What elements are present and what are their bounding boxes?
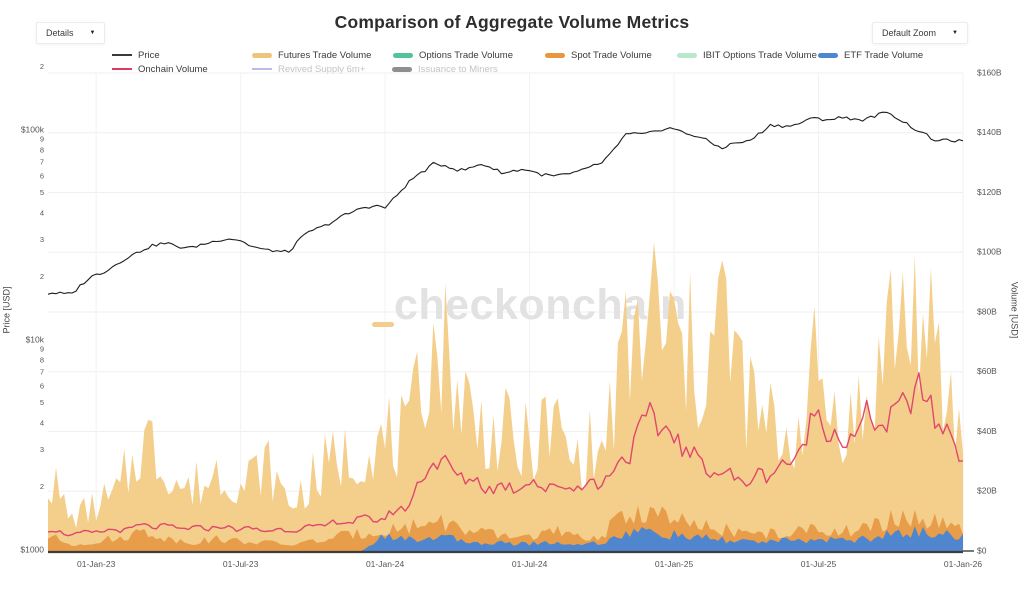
y-right-tick-label: $160B (977, 67, 1002, 77)
y-left-tick-label: $1000 (20, 544, 44, 554)
onchain-volume-line (48, 372, 963, 537)
default-zoom-dropdown[interactable]: Default Zoom ▼ (872, 22, 968, 44)
page-title: Comparison of Aggregate Volume Metrics (334, 12, 690, 32)
y-left-tick-label: 7 (40, 158, 44, 167)
legend-item-label: Futures Trade Volume (278, 49, 372, 61)
y-right-tick-label: $100B (977, 247, 1002, 257)
legend-item-issuance-to-miners[interactable]: Issuance to Miners (392, 63, 498, 75)
y-left-tick-label: 4 (40, 209, 44, 218)
legend-item-spot-trade-volume[interactable]: Spot Trade Volume (545, 49, 652, 61)
legend-item-label: Onchain Volume (138, 63, 208, 75)
y-right-tick-label: $0 (977, 545, 987, 555)
legend-swatch-icon (112, 54, 132, 56)
legend-item-label: Spot Trade Volume (571, 49, 652, 61)
y-left-tick-label: 7 (40, 368, 44, 377)
details-label: Details (46, 28, 74, 38)
y-left-tick-label: 2 (40, 482, 44, 491)
legend-item-label: Price (138, 49, 160, 61)
y-right-tick-label: $60B (977, 366, 997, 376)
y-right-tick-label: $40B (977, 426, 997, 436)
y-left-tick-label: 3 (40, 445, 44, 454)
legend-swatch-icon (393, 52, 413, 58)
y-left-tick-label: $10k (26, 334, 45, 344)
legend-swatch-icon (677, 52, 697, 58)
y-left-tick-label: 3 (40, 235, 44, 244)
legend-swatch-icon (818, 52, 838, 58)
legend-swatch-icon (545, 52, 565, 58)
y-left-tick-label: 4 (40, 419, 44, 428)
y-left-tick-label: 9 (40, 345, 44, 354)
x-tick-label: 01-Jul-25 (801, 559, 837, 569)
y-left-tick-label: 2 (40, 62, 44, 71)
legend-item-label: Issuance to Miners (418, 63, 498, 75)
legend-item-ibit-options-trade-volume[interactable]: IBIT Options Trade Volume (677, 49, 817, 61)
y-left-tick-label: $100k (21, 124, 45, 134)
x-tick-label: 01-Jan-23 (77, 559, 116, 569)
legend-item-label: Revived Supply 6m+ (278, 63, 366, 75)
x-tick-label: 01-Jan-26 (944, 559, 983, 569)
x-tick-label: 01-Jul-23 (223, 559, 259, 569)
y-right-tick-label: $140B (977, 127, 1002, 137)
x-tick-label: 01-Jan-24 (366, 559, 405, 569)
legend-item-label: Options Trade Volume (419, 49, 513, 61)
legend-swatch-icon (112, 68, 132, 70)
right-axis-title: Volume [USD] (1009, 281, 1020, 339)
legend-item-label: ETF Trade Volume (844, 49, 924, 61)
y-left-tick-label: 2 (40, 272, 44, 281)
legend-item-options-trade-volume[interactable]: Options Trade Volume (393, 49, 513, 61)
y-right-tick-label: $120B (977, 187, 1002, 197)
left-axis-title: Price [USD] (1, 286, 12, 334)
legend-item-futures-trade-volume[interactable]: Futures Trade Volume (252, 49, 371, 61)
y-left-tick-label: 6 (40, 382, 44, 391)
legend-swatch-icon (252, 52, 272, 58)
legend-swatch-icon (252, 68, 272, 70)
etf-volume-area (48, 526, 963, 552)
y-left-tick-label: 9 (40, 135, 44, 144)
chevron-down-icon: ▼ (89, 30, 96, 36)
x-tick-label: 01-Jul-24 (512, 559, 548, 569)
legend-item-onchain-volume[interactable]: Onchain Volume (112, 63, 208, 75)
y-left-tick-label: 5 (40, 398, 44, 407)
legend-item-price[interactable]: Price (112, 49, 160, 61)
y-left-tick-label: 6 (40, 172, 44, 181)
x-tick-label: 01-Jan-25 (655, 559, 694, 569)
details-dropdown[interactable]: Details ▼ (36, 22, 106, 44)
legend-swatch-icon (392, 66, 412, 72)
y-left-tick-label: 8 (40, 355, 44, 364)
y-left-tick-label: 8 (40, 145, 44, 154)
legend-item-etf-trade-volume[interactable]: ETF Trade Volume (818, 49, 923, 61)
futures-volume-area (48, 242, 963, 552)
default-zoom-label: Default Zoom (882, 28, 937, 38)
chevron-down-icon: ▼ (952, 30, 958, 36)
y-right-tick-label: $80B (977, 306, 997, 316)
legend-item-revived-supply-6m-[interactable]: Revived Supply 6m+ (252, 63, 365, 75)
watermark-dash-icon (372, 322, 394, 327)
legend-item-label: IBIT Options Trade Volume (703, 49, 817, 61)
spot-volume-area (48, 505, 963, 552)
y-left-tick-label: 5 (40, 188, 44, 197)
y-right-tick-label: $20B (977, 486, 997, 496)
price-line (48, 111, 963, 295)
